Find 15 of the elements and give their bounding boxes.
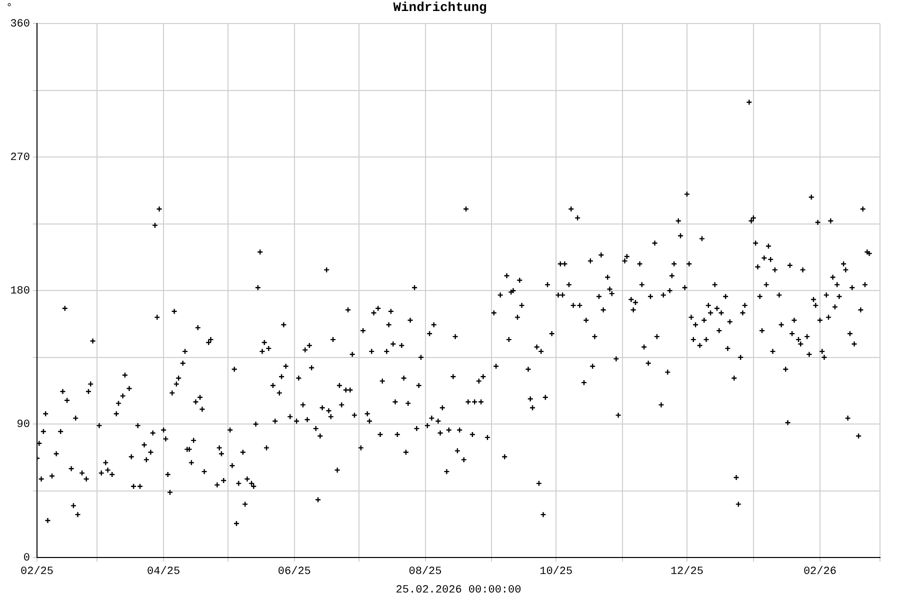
x-tick-label: 06/25 bbox=[278, 566, 311, 578]
y-axis-title: ° bbox=[6, 2, 13, 14]
x-tick-label: 08/25 bbox=[408, 566, 442, 578]
y-tick-label: 180 bbox=[10, 286, 30, 298]
x-tick-label: 04/25 bbox=[147, 566, 180, 578]
chart-title: Windrichtung bbox=[393, 0, 487, 16]
x-tick-label: 02/25 bbox=[20, 566, 54, 578]
y-tick-label: 0 bbox=[23, 552, 30, 565]
x-axis-title: 25.02.2026 00:00:00 bbox=[396, 584, 522, 596]
x-tick-label: 10/25 bbox=[540, 566, 573, 578]
y-tick-label: 90 bbox=[16, 419, 30, 432]
x-tick-label: 02/26 bbox=[803, 566, 836, 578]
y-tick-label: 360 bbox=[10, 18, 30, 31]
y-tick-label: 270 bbox=[10, 152, 30, 164]
x-tick-label: 12/25 bbox=[670, 566, 704, 578]
